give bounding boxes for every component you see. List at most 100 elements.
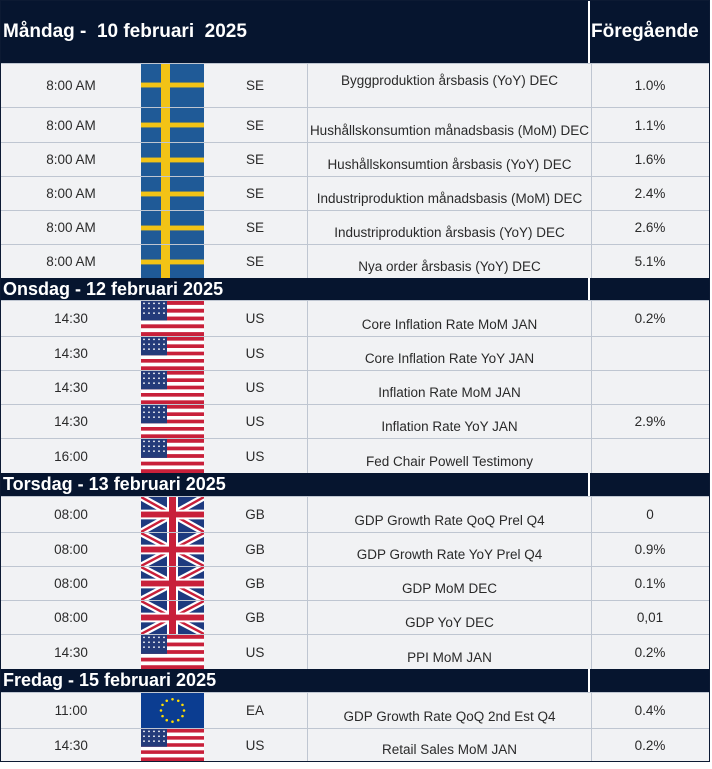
event-name: Core Inflation Rate MoM JAN — [361, 317, 538, 332]
previous-cell: 1.1% — [591, 108, 709, 142]
time-cell: 16:00 — [1, 439, 141, 473]
previous-cell: 2.6% — [591, 211, 709, 244]
uk-flag-icon — [141, 497, 204, 532]
country-code: SE — [245, 78, 264, 93]
table-row: 08:00 GB GDP Growth Rate QoQ Prel Q4 0 — [1, 496, 709, 532]
previous-value: 1.0% — [634, 78, 666, 93]
table-row: 16:00 US Fed Chair Powell Testimony — [1, 438, 709, 473]
previous-cell: 1.6% — [591, 143, 709, 176]
country-cell: US — [204, 635, 306, 669]
usa-flag-icon — [141, 635, 204, 669]
table-row: 8:00 AM SE Hushållskonsumtion månadsbasis … — [1, 107, 709, 142]
country-cell: GB — [204, 497, 306, 532]
time-cell: 08:00 — [1, 497, 141, 532]
usa-flag-icon — [141, 337, 204, 370]
previous-cell: 2.9% — [591, 405, 709, 438]
previous-cell: 1.0% — [591, 64, 709, 107]
time-cell: 8:00 AM — [1, 143, 141, 176]
previous-cell: 0.4% — [591, 693, 709, 728]
previous-value: 0.1% — [634, 576, 666, 591]
time-cell: 14:30 — [1, 337, 141, 370]
previous-value: 0.9% — [634, 542, 666, 557]
event-cell: GDP MoM DEC — [307, 567, 592, 600]
event-time: 8:00 AM — [46, 78, 96, 93]
previous-cell: 0.2% — [591, 635, 709, 669]
time-cell: 8:00 AM — [1, 211, 141, 244]
event-time: 8:00 AM — [46, 220, 96, 235]
country-code: SE — [245, 254, 264, 269]
sweden-flag-icon — [141, 64, 204, 107]
event-name: Industriproduktion månadsbasis (MoM) DEC — [316, 191, 583, 206]
previous-cell: 0.9% — [591, 533, 709, 566]
table-row: 14:30 US Core Inflation Rate YoY JAN — [1, 336, 709, 370]
table-row: 08:00 GB GDP MoM DEC 0.1% — [1, 566, 709, 600]
previous-cell: 0.1% — [591, 567, 709, 600]
event-cell: Core Inflation Rate MoM JAN — [307, 301, 592, 336]
previous-value: 0.4% — [634, 703, 666, 718]
country-cell: GB — [204, 567, 306, 600]
day-header: Onsdag - 12 februari 2025 — [1, 278, 709, 300]
event-name: Retail Sales MoM JAN — [381, 742, 518, 757]
event-name: GDP Growth Rate YoY Prel Q4 — [356, 547, 543, 562]
country-cell: US — [204, 439, 306, 473]
event-time: 8:00 AM — [46, 254, 96, 269]
country-code: US — [245, 414, 265, 429]
event-time: 14:30 — [54, 737, 88, 753]
usa-flag-icon — [141, 371, 204, 404]
usa-flag-icon — [141, 729, 204, 761]
header-divider — [588, 278, 590, 300]
time-cell: 8:00 AM — [1, 245, 141, 278]
event-name: GDP Growth Rate QoQ Prel Q4 — [354, 513, 545, 528]
country-cell: SE — [204, 245, 306, 278]
uk-flag-icon — [141, 533, 204, 566]
previous-cell: 0.2% — [591, 729, 709, 761]
event-name: Inflation Rate YoY JAN — [381, 419, 518, 434]
event-cell: GDP YoY DEC — [307, 601, 592, 634]
country-code: SE — [245, 117, 264, 133]
table-row: 14:30 US PPI MoM JAN 0.2% — [1, 634, 709, 669]
event-time: 08:00 — [54, 576, 88, 591]
event-cell: Industriproduktion månadsbasis (MoM) DEC — [307, 177, 592, 210]
day-header: Fredag - 15 februari 2025 — [1, 669, 709, 692]
event-cell: Retail Sales MoM JAN — [307, 729, 592, 761]
event-time: 08:00 — [54, 542, 88, 557]
previous-value: 0.2% — [634, 311, 666, 326]
event-cell: GDP Growth Rate QoQ Prel Q4 — [307, 497, 592, 532]
country-code: SE — [245, 220, 264, 235]
sweden-flag-icon — [141, 245, 204, 278]
table-row: 14:30 US Retail Sales MoM JAN 0.2% — [1, 728, 709, 761]
day-header: Torsdag - 13 februari 2025 — [1, 473, 709, 496]
country-cell: SE — [204, 211, 306, 244]
event-name: Byggproduktion årsbasis (YoY) DEC — [340, 73, 559, 88]
eu-flag-icon — [141, 693, 204, 728]
usa-flag-icon — [141, 439, 204, 473]
time-cell: 8:00 AM — [1, 177, 141, 210]
country-cell: US — [204, 729, 306, 761]
country-cell: US — [204, 337, 306, 370]
time-cell: 11:00 — [1, 693, 141, 728]
previous-cell — [591, 439, 709, 473]
previous-value: 0,01 — [636, 610, 664, 625]
country-code: GB — [245, 576, 265, 591]
event-cell: Nya order årsbasis (YoY) DEC — [307, 245, 592, 278]
table-row: 14:30 US Inflation Rate YoY JAN 2.9% — [1, 404, 709, 438]
event-time: 14:30 — [54, 311, 88, 326]
previous-value: 2.4% — [634, 186, 666, 201]
day-title: Torsdag - 13 februari 2025 — [3, 474, 226, 494]
table-row: 08:00 GB GDP Growth Rate YoY Prel Q4 0.9% — [1, 532, 709, 566]
previous-cell: 0.2% — [591, 301, 709, 336]
event-cell: Inflation Rate YoY JAN — [307, 405, 592, 438]
table-row: 8:00 AM SE Byggproduktion årsbasis (YoY) D… — [1, 63, 709, 107]
country-cell: SE — [204, 64, 306, 107]
country-cell: GB — [204, 533, 306, 566]
event-name: Nya order årsbasis (YoY) DEC — [358, 259, 541, 274]
previous-cell — [591, 337, 709, 370]
time-cell: 14:30 — [1, 301, 141, 336]
event-name: Inflation Rate MoM JAN — [378, 385, 521, 400]
previous-value: 5.1% — [634, 254, 666, 269]
event-cell: Industriproduktion årsbasis (YoY) DEC — [307, 211, 592, 244]
event-time: 14:30 — [54, 346, 88, 361]
time-cell: 14:30 — [1, 635, 141, 669]
day-title: Måndag - 10 februari 2025 — [3, 21, 247, 42]
event-name: Fed Chair Powell Testimony — [365, 454, 534, 469]
